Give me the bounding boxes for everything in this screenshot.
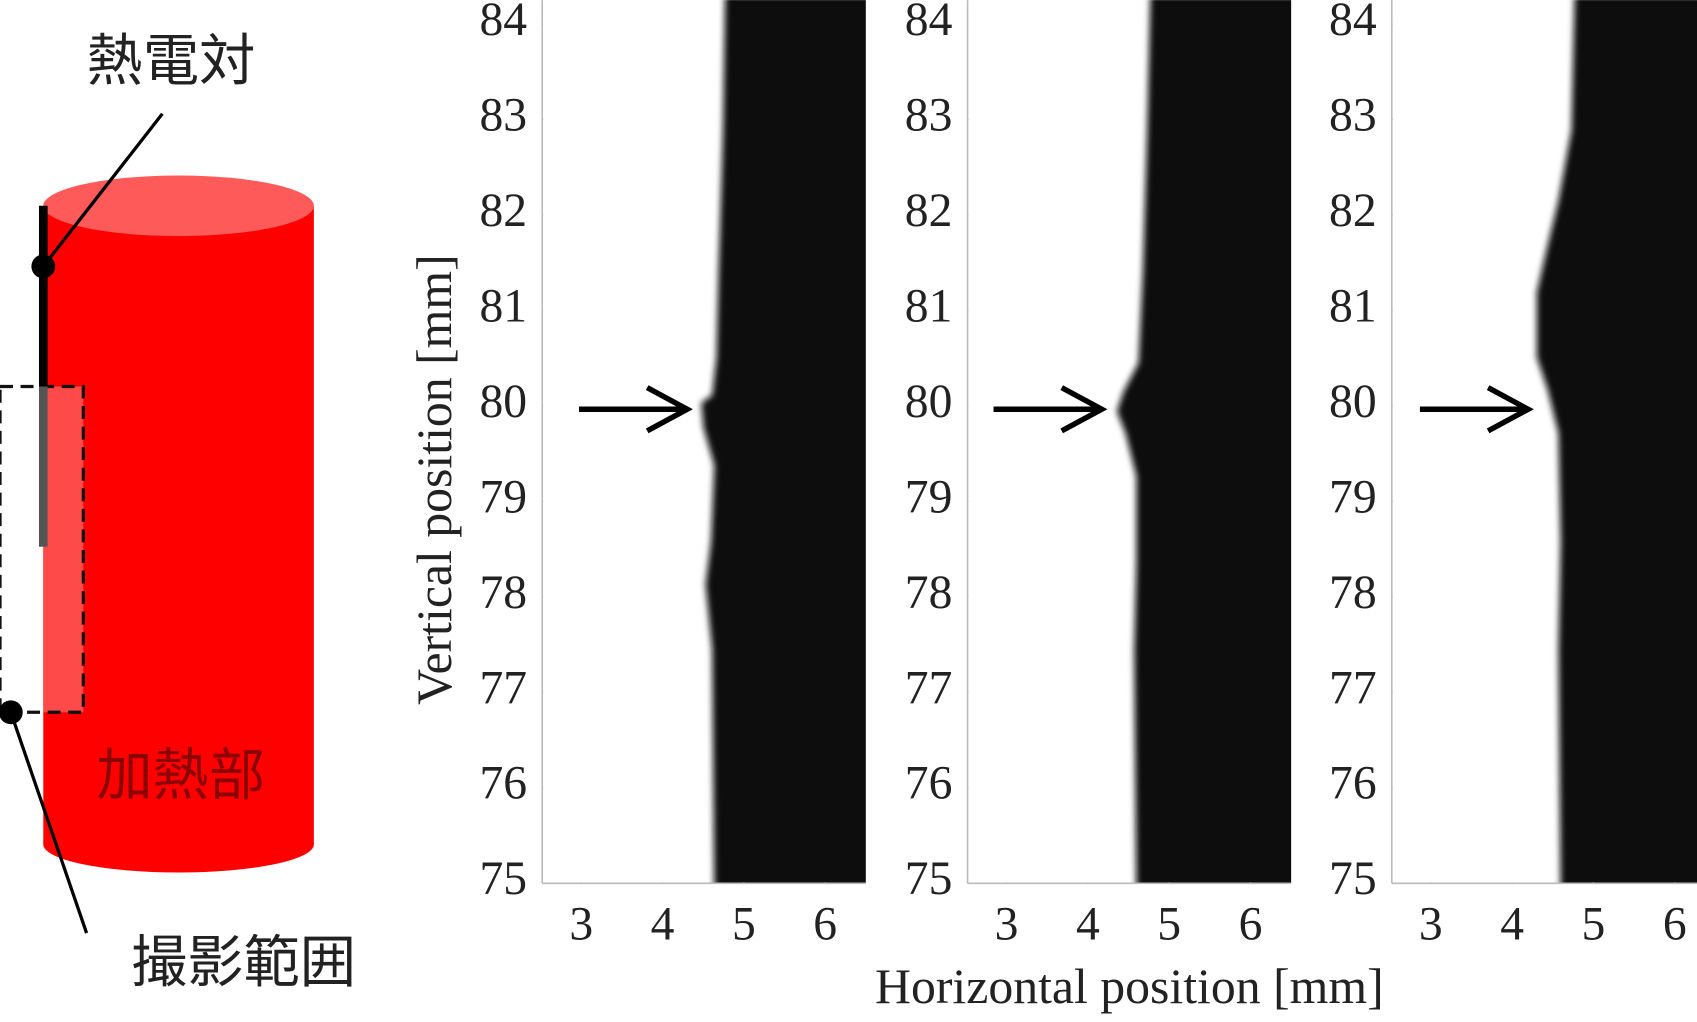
y-tick-label: 82	[479, 185, 527, 237]
y-tick-label: 83	[905, 89, 953, 141]
y-tick-label: 75	[905, 853, 953, 905]
leader-line	[42, 112, 164, 268]
x-tick-label: 4	[1500, 899, 1524, 951]
label: 撮影範囲	[131, 933, 356, 995]
y-tick-label: 75	[479, 853, 527, 905]
y-tick-label: 84	[479, 0, 527, 46]
y-tick-label: 84	[905, 0, 953, 46]
label: 加熱部	[96, 745, 265, 807]
y-tick-label: 77	[1329, 662, 1377, 714]
arrows	[579, 385, 1534, 434]
y-tick-label: 81	[479, 280, 527, 332]
leader-line	[9, 711, 89, 934]
y-tick-label: 80	[1329, 376, 1377, 428]
y-tick-label: 76	[479, 758, 527, 810]
schematic: 熱電対 加熱部 撮影範囲	[0, 31, 356, 995]
y-tick-label: 76	[905, 758, 953, 810]
images	[579, 0, 1697, 884]
cylinder-bottom	[43, 816, 314, 873]
y-tick-label: 84	[1329, 0, 1377, 46]
y-tick-label: 78	[905, 567, 953, 619]
y-tick-label: 83	[1329, 89, 1377, 141]
y-tick-label: 80	[479, 376, 527, 428]
y-tick-label: 79	[905, 471, 953, 523]
x-tick-label: 3	[995, 899, 1019, 951]
y-tick-label: 78	[479, 567, 527, 619]
x-tick-label: 6	[1239, 899, 1263, 951]
y-tick-label: 81	[905, 280, 953, 332]
x-tick-label: 4	[1076, 899, 1100, 951]
y-tick-label: 79	[1329, 471, 1377, 523]
y-tick-label: 76	[1329, 758, 1377, 810]
x-axis-label: Horizontal position [mm]	[875, 959, 1384, 1014]
y-tick-label: 75	[1329, 853, 1377, 905]
label: 熱電対	[87, 31, 256, 93]
y-axis-label: Vertical position [mm]	[407, 254, 462, 705]
y-tick-label: 82	[1329, 185, 1377, 237]
x-tick-label: 6	[1663, 899, 1687, 951]
x-tick-label: 6	[813, 899, 837, 951]
x-tick-label: 3	[1419, 899, 1443, 951]
y-tick-label: 81	[1329, 280, 1377, 332]
cylinder-body	[43, 205, 314, 845]
imaging-window	[43, 386, 84, 713]
y-tick-label: 82	[905, 185, 953, 237]
y-tick-label: 83	[479, 89, 527, 141]
x-tick-label: 5	[732, 899, 756, 951]
x-tick-label: 5	[1582, 899, 1606, 951]
y-tick-label: 77	[479, 662, 527, 714]
cylinder-top	[43, 175, 314, 237]
y-tick-label: 80	[905, 376, 953, 428]
y-tick-label: 78	[1329, 567, 1377, 619]
x-tick-label: 4	[651, 899, 675, 951]
x-tick-label: 5	[1157, 899, 1181, 951]
y-tick-label: 77	[905, 662, 953, 714]
y-tick-label: 79	[479, 471, 527, 523]
x-tick-label: 3	[569, 899, 593, 951]
